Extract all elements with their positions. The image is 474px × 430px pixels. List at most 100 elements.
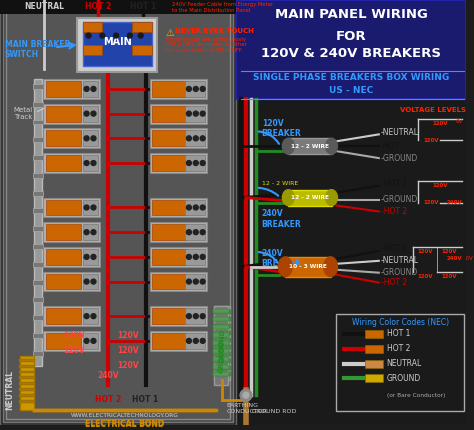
Bar (185, 273, 205, 289)
Text: -GROUND: -GROUND (381, 154, 418, 163)
Bar (365, 345, 383, 353)
Bar (46, 130, 81, 146)
Bar (132, 46, 152, 55)
Bar (153, 249, 187, 265)
Text: WWW.ELECTRICALTECHNOLOGY.ORG: WWW.ELECTRICALTECHNOLOGY.ORG (71, 413, 179, 418)
Text: -NEUTRAL: -NEUTRAL (381, 128, 419, 137)
Text: 240V
BREAKER: 240V BREAKER (262, 249, 301, 268)
Text: EARTHING
CONDUCTOR: EARTHING CONDUCTOR (226, 403, 267, 414)
Bar (43, 272, 100, 292)
Bar (213, 317, 229, 321)
Circle shape (193, 230, 198, 235)
Bar (18, 365, 36, 368)
Text: 120V: 120V (423, 200, 438, 205)
Bar (185, 81, 205, 97)
Circle shape (91, 230, 96, 235)
Bar (149, 306, 207, 326)
Bar (46, 249, 81, 265)
Bar (82, 200, 99, 215)
Circle shape (200, 160, 205, 166)
Text: US - NEC: US - NEC (329, 86, 374, 95)
Text: 120V: 120V (117, 361, 139, 370)
Text: These screws are continuously: These screws are continuously (165, 37, 246, 42)
Bar (43, 306, 100, 326)
Bar (149, 129, 207, 148)
Bar (34, 298, 43, 302)
Bar (214, 306, 230, 381)
Bar (34, 280, 43, 285)
Text: ELECTRICAL BOND: ELECTRICAL BOND (85, 420, 164, 429)
Bar (185, 130, 205, 146)
Text: 120V: 120V (417, 249, 433, 254)
Bar (18, 382, 36, 385)
Bar (153, 224, 187, 240)
Bar (46, 273, 81, 289)
Bar (0, 0, 236, 14)
Bar (82, 249, 99, 265)
Text: WWW.ELECTRICALTECHNOLOGY.ORG: WWW.ELECTRICALTECHNOLOGY.ORG (71, 413, 179, 418)
Bar (82, 22, 102, 32)
Text: HOT 2: HOT 2 (85, 3, 111, 12)
Bar (153, 81, 187, 97)
Bar (35, 79, 42, 366)
Text: HOT 1: HOT 1 (129, 3, 156, 12)
Bar (34, 84, 43, 89)
Circle shape (200, 230, 205, 235)
Bar (43, 198, 100, 218)
Bar (213, 359, 231, 362)
Text: 120V: 120V (432, 183, 447, 188)
Bar (213, 325, 229, 329)
Bar (46, 81, 81, 97)
Text: -NEUTRAL: -NEUTRAL (381, 256, 419, 265)
Text: 240V: 240V (447, 200, 463, 205)
Circle shape (193, 279, 198, 284)
Text: MAIN: MAIN (103, 37, 131, 47)
Circle shape (186, 205, 191, 210)
Circle shape (84, 160, 89, 166)
Circle shape (84, 338, 89, 343)
Circle shape (200, 205, 205, 210)
Bar (18, 400, 36, 403)
Text: 12 - 2 WIRE: 12 - 2 WIRE (291, 144, 329, 149)
Bar (46, 155, 81, 171)
Text: HOT 1: HOT 1 (133, 395, 159, 404)
Bar (0, 0, 236, 425)
Bar (43, 79, 100, 99)
Circle shape (128, 33, 132, 38)
Bar (213, 372, 231, 376)
Bar (365, 375, 383, 382)
Circle shape (86, 33, 91, 38)
Circle shape (91, 111, 96, 116)
Text: 10 - 3 WIRE: 10 - 3 WIRE (289, 264, 327, 269)
Ellipse shape (283, 190, 294, 206)
Bar (149, 79, 207, 99)
Bar (34, 333, 43, 338)
Text: 120V: 120V (442, 249, 457, 254)
Bar (132, 22, 152, 32)
Text: ELECTRICAL BOND: ELECTRICAL BOND (85, 419, 164, 428)
Bar (213, 356, 229, 361)
Circle shape (200, 255, 205, 259)
Bar (213, 366, 231, 369)
Bar (149, 153, 207, 173)
Text: HOT 1: HOT 1 (387, 329, 410, 338)
Bar (82, 308, 99, 324)
Bar (34, 190, 43, 196)
Bar (82, 130, 99, 146)
Bar (43, 153, 100, 173)
Circle shape (200, 279, 205, 284)
Bar (82, 273, 99, 289)
Bar (46, 308, 81, 324)
Circle shape (193, 111, 198, 116)
Text: VOLTAGE LEVELS: VOLTAGE LEVELS (400, 107, 466, 113)
Bar (185, 308, 205, 324)
Bar (149, 247, 207, 267)
Circle shape (243, 392, 249, 398)
Text: GROUND ROD: GROUND ROD (252, 408, 296, 414)
Circle shape (193, 86, 198, 92)
Circle shape (193, 314, 198, 319)
Text: 120V & 240V BREAKERS: 120V & 240V BREAKERS (261, 47, 441, 61)
Bar (185, 106, 205, 122)
Circle shape (240, 389, 252, 401)
Circle shape (193, 255, 198, 259)
